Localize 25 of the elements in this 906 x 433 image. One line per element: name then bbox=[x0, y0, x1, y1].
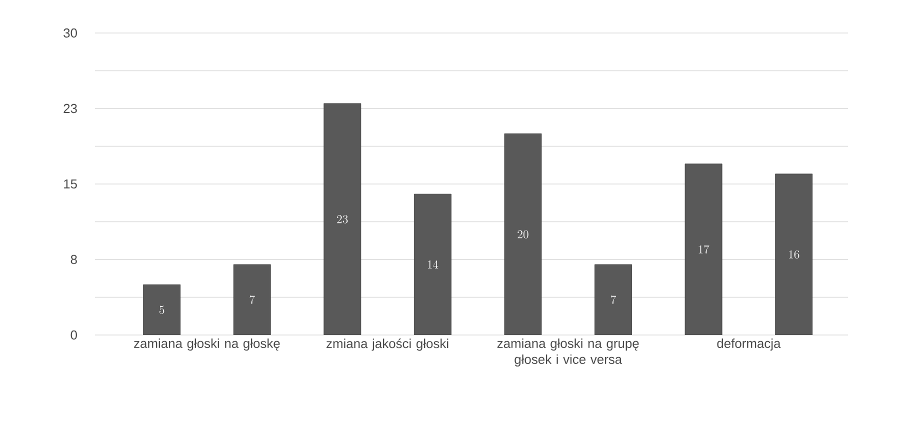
bar bbox=[324, 103, 362, 335]
y-tick-label: 15 bbox=[64, 179, 77, 189]
data-label: 17 bbox=[698, 245, 710, 254]
bar bbox=[414, 194, 452, 335]
bar bbox=[233, 264, 271, 335]
y-tick-label: 23 bbox=[64, 104, 77, 114]
bar bbox=[684, 164, 722, 335]
data-label: 16 bbox=[789, 250, 800, 259]
data-label: 14 bbox=[428, 260, 438, 268]
bar bbox=[504, 133, 542, 335]
bar bbox=[594, 264, 632, 335]
data-label: 7 bbox=[610, 296, 616, 304]
data-label: 23 bbox=[337, 215, 348, 224]
y-tick-label: 30 bbox=[64, 28, 77, 38]
bar bbox=[775, 174, 813, 335]
data-label: 5 bbox=[159, 306, 164, 314]
x-tick-label: zmiana jakości głoski bbox=[326, 338, 448, 351]
y-tick-label: 0 bbox=[70, 330, 77, 340]
x-tick-label: zamiana głoski na grupę głosek i vice versa bbox=[497, 338, 639, 367]
data-label: 7 bbox=[250, 296, 255, 304]
bar bbox=[143, 284, 181, 335]
data-label: 20 bbox=[518, 230, 528, 238]
y-tick-label: 8 bbox=[70, 254, 77, 264]
x-tick-label: deformacja bbox=[717, 338, 781, 351]
x-tick-label: zamiana głoski na głoskę bbox=[134, 338, 280, 351]
